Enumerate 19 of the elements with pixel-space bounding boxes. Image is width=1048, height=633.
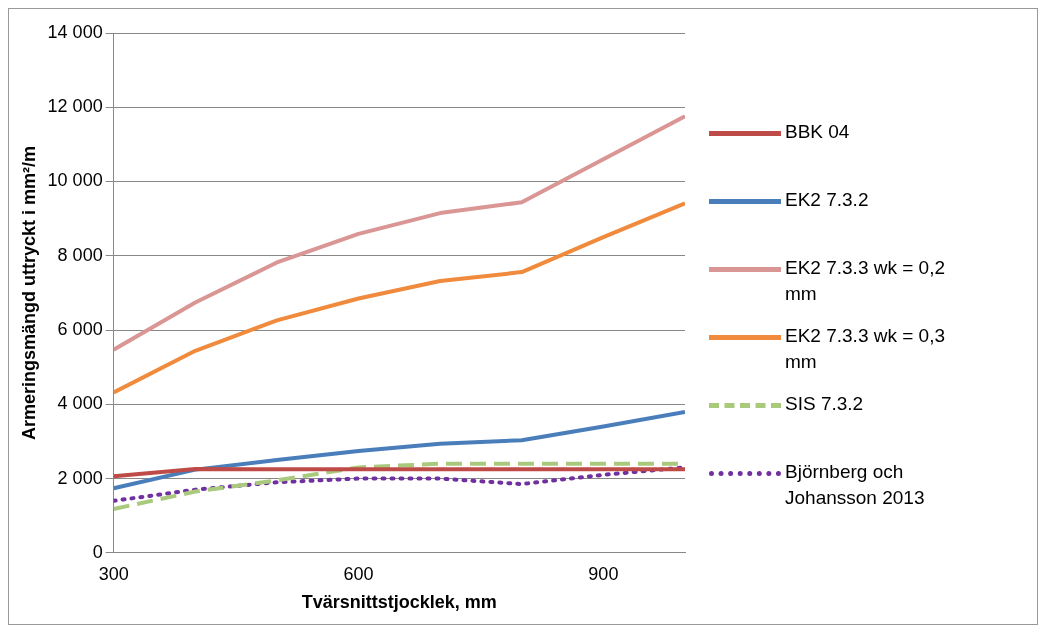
- y-tick-label: 12 000: [47, 96, 103, 117]
- y-tick-label: 8 000: [57, 244, 103, 265]
- y-tick-label: 10 000: [47, 170, 103, 191]
- y-tick-label: 2 000: [57, 467, 103, 488]
- y-tick-label: 4 000: [57, 393, 103, 414]
- x-tick-label: 600: [343, 563, 374, 584]
- y-tick-label: 0: [92, 541, 103, 562]
- legend-label: EK2 7.3.2: [785, 188, 870, 212]
- legend-label: Björnberg och Johansson 2013: [785, 460, 926, 510]
- y-axis-title: Armeringsmängd uttryckt i mm²/m: [18, 145, 39, 440]
- y-tick-label: 14 000: [47, 21, 103, 42]
- legend-label: EK2 7.3.3 wk = 0,2 mm: [785, 256, 946, 306]
- x-tick-label: 300: [98, 563, 129, 584]
- legend-label: BBK 04: [785, 120, 851, 144]
- x-axis-title: Tvärsnittstjocklek, mm: [301, 592, 497, 613]
- legend-label: SIS 7.3.2: [785, 392, 865, 416]
- y-tick-label: 6 000: [57, 319, 103, 339]
- x-tick-label: 900: [588, 563, 619, 584]
- legend-label: EK2 7.3.3 wk = 0,3 mm: [785, 324, 946, 374]
